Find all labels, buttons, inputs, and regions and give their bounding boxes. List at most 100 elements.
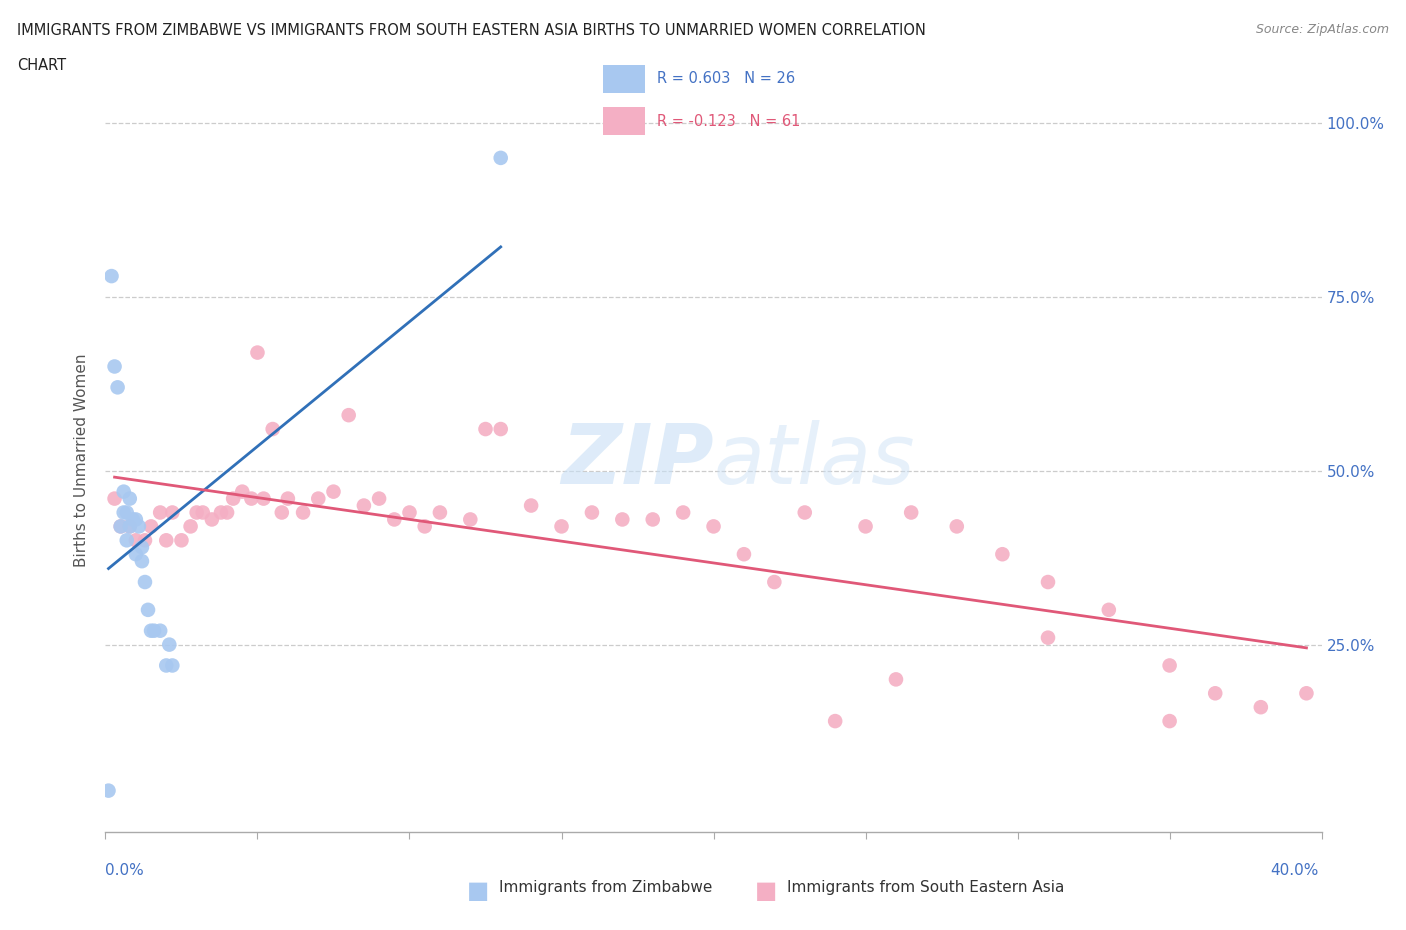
Point	[520, 498, 543, 513]
Point	[125, 512, 148, 527]
Point	[128, 519, 150, 534]
Point	[612, 512, 634, 527]
Point	[1204, 685, 1226, 700]
Point	[97, 783, 120, 798]
Point	[201, 512, 224, 527]
Point	[337, 407, 360, 422]
Point	[186, 505, 208, 520]
Text: R = -0.123   N = 61: R = -0.123 N = 61	[657, 113, 800, 128]
Point	[107, 379, 129, 394]
Point	[1295, 685, 1317, 700]
Point	[270, 505, 292, 520]
Text: ■: ■	[755, 879, 778, 903]
Point	[292, 505, 315, 520]
Point	[157, 637, 180, 652]
Y-axis label: Births to Unmarried Women: Births to Unmarried Women	[75, 353, 90, 567]
Point	[118, 519, 141, 534]
Point	[702, 519, 725, 534]
Point	[103, 491, 125, 506]
Point	[733, 547, 755, 562]
Point	[824, 713, 846, 728]
Point	[139, 519, 162, 534]
Point	[191, 505, 214, 520]
Point	[246, 345, 269, 360]
Point	[429, 505, 451, 520]
Text: Immigrants from South Eastern Asia: Immigrants from South Eastern Asia	[787, 880, 1064, 895]
Point	[115, 505, 138, 520]
Point	[581, 505, 603, 520]
Point	[110, 519, 132, 534]
Point	[155, 533, 177, 548]
Point	[277, 491, 299, 506]
Point	[112, 485, 135, 499]
Point	[125, 547, 148, 562]
Text: ZIP: ZIP	[561, 419, 713, 501]
Point	[209, 505, 232, 520]
Text: ■: ■	[467, 879, 489, 903]
Point	[134, 533, 156, 548]
Point	[155, 658, 177, 673]
Text: atlas: atlas	[713, 419, 915, 501]
Point	[115, 533, 138, 548]
Point	[103, 359, 125, 374]
Point	[1098, 603, 1121, 618]
Point	[262, 421, 284, 436]
Point	[1159, 713, 1181, 728]
Point	[884, 672, 907, 687]
Point	[149, 505, 172, 520]
Point	[1036, 575, 1059, 590]
Point	[162, 505, 184, 520]
Point	[855, 519, 877, 534]
Point	[118, 519, 141, 534]
Point	[121, 512, 143, 527]
Point	[398, 505, 420, 520]
Point	[134, 575, 156, 590]
Point	[322, 485, 344, 499]
Text: 0.0%: 0.0%	[105, 863, 145, 878]
Point	[149, 623, 172, 638]
Point	[180, 519, 202, 534]
Text: Immigrants from Zimbabwe: Immigrants from Zimbabwe	[499, 880, 713, 895]
Point	[131, 553, 153, 568]
Point	[217, 505, 239, 520]
Point	[793, 505, 815, 520]
Point	[162, 658, 184, 673]
Text: CHART: CHART	[17, 58, 66, 73]
Point	[139, 623, 162, 638]
Point	[100, 269, 122, 284]
Point	[222, 491, 245, 506]
Point	[458, 512, 481, 527]
Point	[382, 512, 405, 527]
Point	[763, 575, 786, 590]
Text: IMMIGRANTS FROM ZIMBABWE VS IMMIGRANTS FROM SOUTH EASTERN ASIA BIRTHS TO UNMARRI: IMMIGRANTS FROM ZIMBABWE VS IMMIGRANTS F…	[17, 23, 925, 38]
Point	[307, 491, 329, 506]
Point	[945, 519, 967, 534]
Point	[136, 603, 159, 618]
Point	[143, 623, 166, 638]
Point	[672, 505, 695, 520]
Point	[125, 533, 148, 548]
Point	[131, 539, 153, 554]
Point	[900, 505, 922, 520]
Point	[1159, 658, 1181, 673]
Point	[489, 151, 512, 166]
Point	[1036, 631, 1059, 645]
Point	[368, 491, 391, 506]
Point	[991, 547, 1014, 562]
Point	[1250, 699, 1272, 714]
Point	[474, 421, 496, 436]
Point	[550, 519, 572, 534]
Text: R = 0.603   N = 26: R = 0.603 N = 26	[657, 72, 796, 86]
Point	[112, 505, 135, 520]
Point	[641, 512, 664, 527]
Text: Source: ZipAtlas.com: Source: ZipAtlas.com	[1256, 23, 1389, 36]
Point	[118, 491, 141, 506]
Point	[353, 498, 375, 513]
FancyBboxPatch shape	[603, 65, 645, 93]
Point	[240, 491, 263, 506]
Point	[231, 485, 253, 499]
Point	[170, 533, 193, 548]
Text: 40.0%: 40.0%	[1271, 863, 1319, 878]
Point	[110, 519, 132, 534]
Point	[252, 491, 274, 506]
